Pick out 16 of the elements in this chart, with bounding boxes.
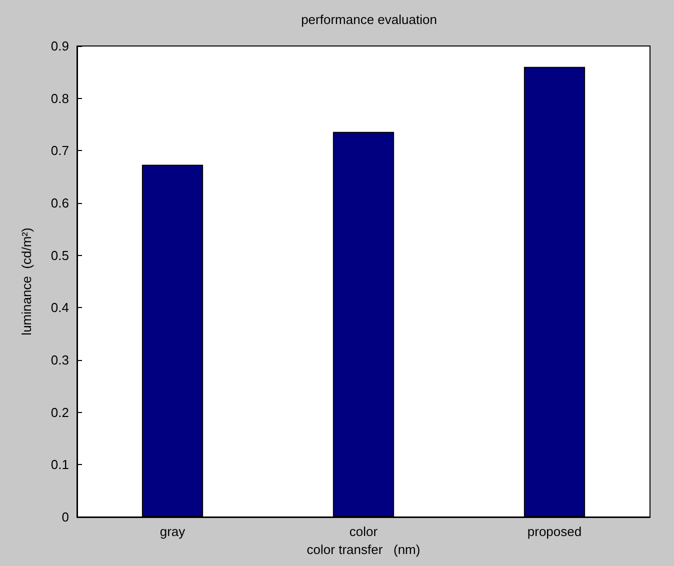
y-tick-label: 0.4 bbox=[50, 300, 69, 316]
y-tick-label: 0.8 bbox=[50, 90, 69, 106]
y-tick-label: 0.6 bbox=[50, 196, 69, 210]
x-axis-title: color transfer (nm) bbox=[306, 542, 420, 557]
y-tick-label: 0.1 bbox=[50, 457, 69, 472]
y-tick-label: 0.9 bbox=[50, 38, 69, 54]
y-axis-title: luminance (cd/m²) bbox=[19, 228, 34, 336]
y-tick-label: 0.3 bbox=[50, 352, 69, 368]
y-tick-label: 0 bbox=[62, 510, 69, 524]
y-tick-label: 0.5 bbox=[50, 248, 69, 263]
chart-title: performance evaluation bbox=[301, 12, 437, 27]
y-tick-label: 0.7 bbox=[50, 143, 69, 158]
x-tick-label: color bbox=[349, 524, 378, 539]
x-tick-label: proposed bbox=[527, 524, 582, 539]
y-tick-label: 0.2 bbox=[50, 404, 69, 420]
x-tick-label: gray bbox=[160, 524, 186, 539]
